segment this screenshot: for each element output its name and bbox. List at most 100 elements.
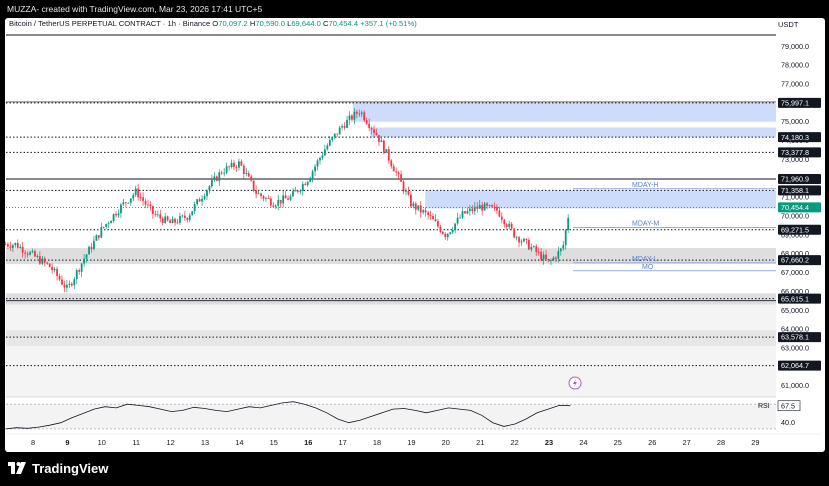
- candle: [496, 203, 498, 215]
- candle: [156, 210, 159, 218]
- candle-body: [486, 203, 488, 206]
- price-label-text: 71,358.1: [781, 186, 809, 195]
- candle: [7, 242, 9, 250]
- candle: [196, 198, 199, 207]
- price-label-box: [778, 132, 821, 143]
- candle-body: [203, 196, 206, 199]
- candle-body: [523, 238, 525, 242]
- candle-body: [225, 166, 228, 173]
- y-tick-label: 70,000.0: [781, 212, 809, 221]
- candle: [75, 268, 78, 285]
- candle: [228, 165, 230, 171]
- rsi-tag: RSI: [758, 403, 770, 410]
- candle-body: [496, 206, 498, 211]
- candle: [274, 204, 277, 210]
- candle: [461, 208, 464, 219]
- x-tick-label: 27: [682, 438, 690, 447]
- candle: [269, 195, 272, 208]
- symbol-name[interactable]: Bitcoin / TetherUS PERPETUAL CONTRACT · …: [9, 19, 211, 28]
- candle-body: [31, 251, 34, 253]
- candle: [500, 212, 503, 224]
- candle-body: [419, 205, 422, 213]
- candle: [333, 133, 336, 140]
- candle-body: [75, 270, 78, 280]
- currency-label[interactable]: USDT: [778, 20, 799, 29]
- candle: [488, 204, 491, 207]
- candle-body: [213, 176, 216, 180]
- candle: [63, 280, 66, 293]
- supply-zone: [370, 127, 776, 138]
- candle: [11, 243, 14, 252]
- candle-body: [124, 202, 127, 204]
- candle: [110, 220, 113, 224]
- candle: [142, 192, 144, 206]
- candle-body: [476, 206, 479, 209]
- candle-body: [186, 217, 189, 220]
- candle-body: [51, 267, 54, 271]
- candle: [186, 217, 189, 223]
- candle-body: [201, 198, 203, 202]
- candle: [95, 234, 98, 241]
- candle-body: [115, 213, 117, 216]
- candle-body: [351, 115, 353, 120]
- candle: [419, 201, 422, 218]
- supply-zone: [425, 190, 776, 209]
- candle: [279, 199, 282, 208]
- candle-body: [262, 196, 265, 199]
- price-label-text: 63,578.1: [781, 333, 809, 342]
- candle: [206, 189, 208, 201]
- y-tick-label: 64,000.0: [781, 325, 809, 334]
- candle: [242, 163, 245, 179]
- candle-body: [449, 232, 452, 234]
- candle: [166, 215, 169, 222]
- candle-body: [378, 135, 380, 142]
- tradingview-logo[interactable]: TradingView: [8, 459, 108, 477]
- candle-body: [390, 160, 393, 167]
- candle-body: [61, 279, 63, 285]
- candle-body: [311, 171, 314, 179]
- candle: [326, 143, 329, 151]
- price-label-box: [778, 185, 821, 196]
- x-tick-label: 24: [579, 438, 587, 447]
- candle-body: [287, 198, 289, 200]
- candle: [481, 201, 484, 216]
- candle-body: [4, 244, 7, 246]
- x-tick-label: 15: [270, 438, 278, 447]
- candle-body: [535, 246, 538, 252]
- price-label-text: 73,377.8: [781, 148, 809, 157]
- candle: [14, 242, 17, 248]
- candle-body: [156, 214, 159, 216]
- candle-body: [218, 172, 221, 181]
- candle: [80, 263, 83, 277]
- bolt-event-icon[interactable]: [568, 376, 582, 390]
- candle-body: [392, 166, 395, 172]
- candle-body: [206, 190, 208, 197]
- lower-range-band: [6, 304, 776, 397]
- candle: [252, 180, 255, 193]
- candle-body: [80, 263, 83, 272]
- candle: [525, 238, 528, 245]
- candle-body: [540, 251, 543, 260]
- candle-body: [324, 149, 326, 156]
- candle: [510, 221, 513, 230]
- candle-body: [525, 238, 528, 240]
- candle: [179, 212, 181, 225]
- candle: [328, 136, 331, 147]
- candle-body: [147, 204, 149, 206]
- candle-body: [215, 176, 218, 181]
- candle-body: [11, 245, 14, 248]
- candle: [449, 231, 452, 235]
- candle-body: [493, 206, 496, 208]
- x-tick-label: 12: [166, 438, 174, 447]
- candle: [441, 231, 444, 235]
- candle-body: [100, 227, 103, 238]
- candle-body: [397, 172, 400, 175]
- annotation-label: MO: [642, 264, 654, 271]
- candle: [471, 205, 474, 215]
- candle-body: [233, 162, 235, 167]
- header-text: MUZZA- created with TradingView.com, Mar…: [7, 4, 263, 14]
- candle: [38, 251, 41, 265]
- candle-body: [174, 218, 176, 223]
- candle-body: [122, 202, 125, 205]
